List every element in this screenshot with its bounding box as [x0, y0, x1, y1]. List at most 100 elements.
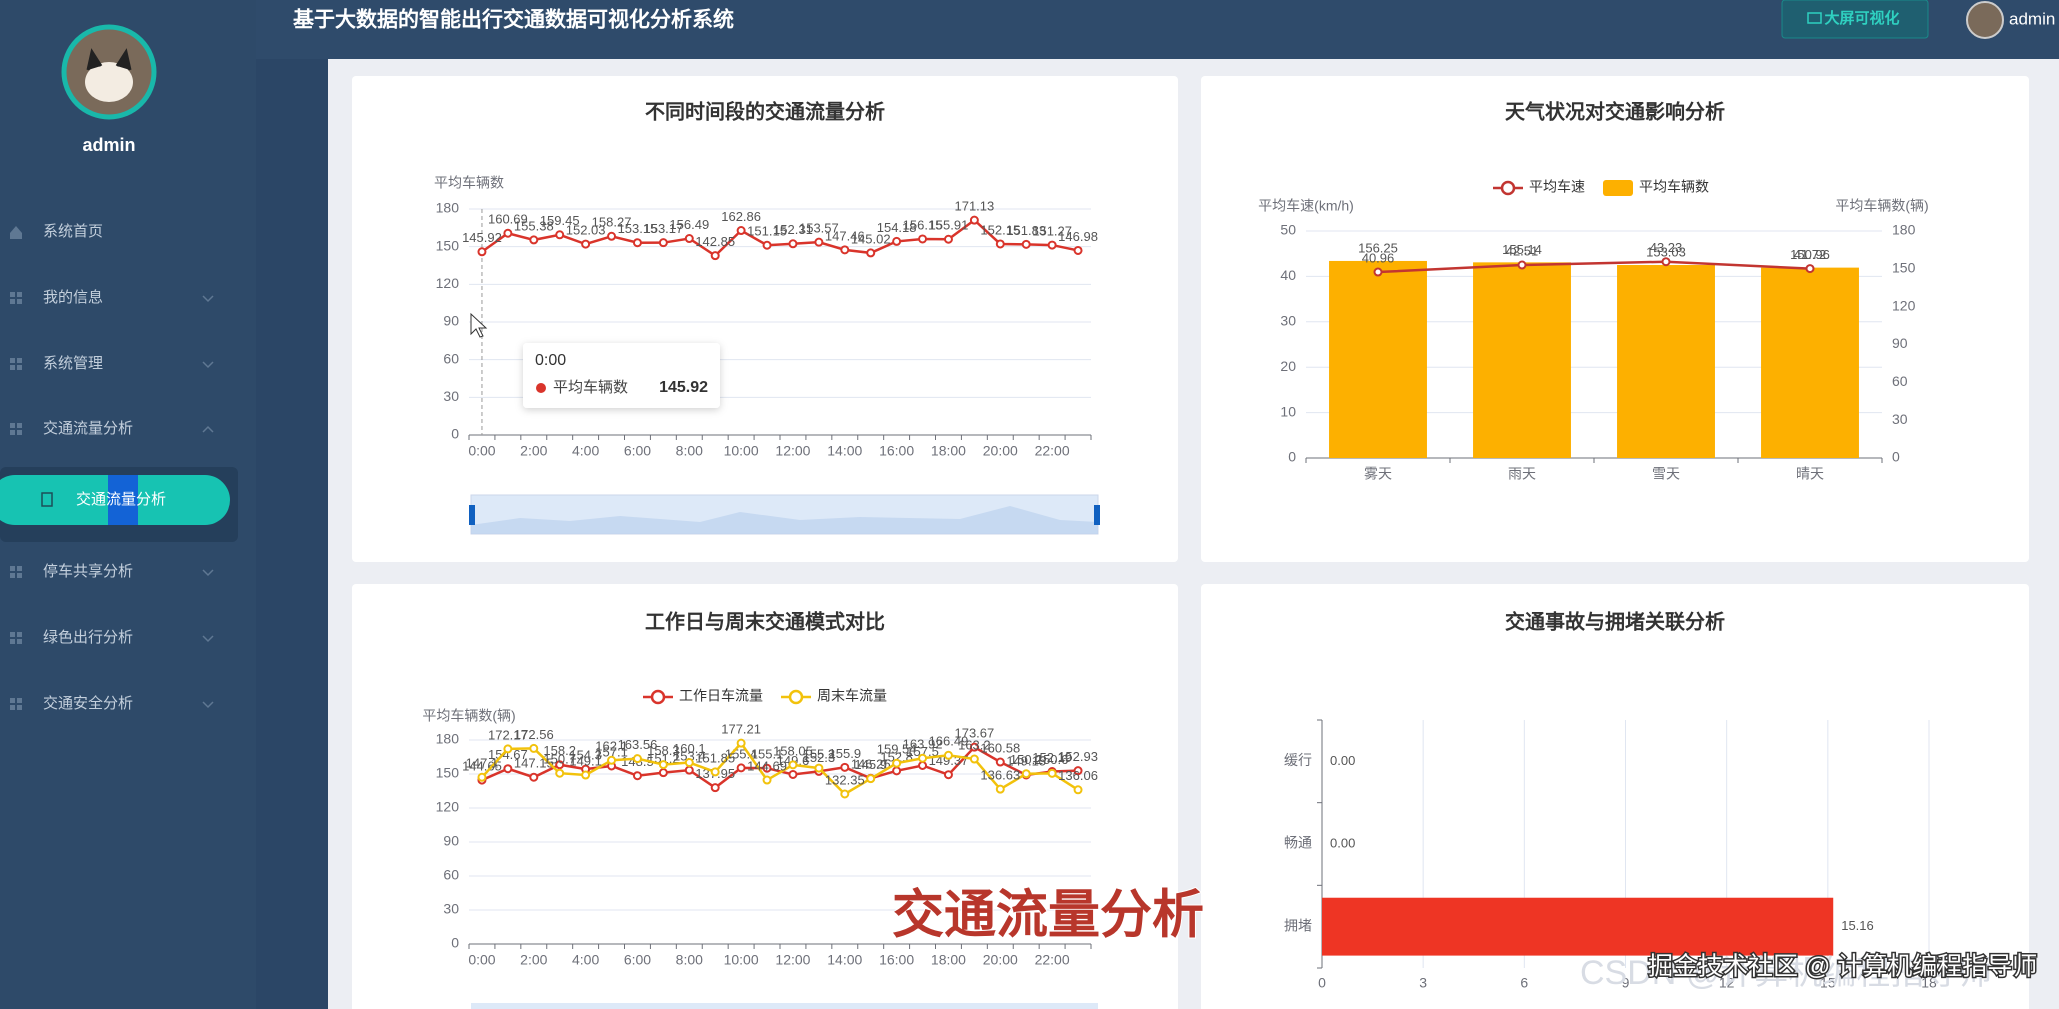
data-label: 153.17	[643, 221, 683, 236]
point	[918, 234, 928, 244]
point	[658, 238, 668, 248]
card	[1201, 76, 2029, 562]
menu-item[interactable]: 我的信息	[43, 289, 103, 306]
data-label: 144.65	[462, 759, 502, 774]
data-label: 136.06	[1058, 768, 1098, 783]
legend-label[interactable]: 工作日车流量	[679, 688, 763, 704]
y-tick-label: 20	[1280, 358, 1296, 374]
point	[788, 239, 798, 249]
data-label: 40.96	[1362, 250, 1395, 265]
data-label: 158.3	[647, 743, 680, 758]
menu-chevron	[202, 361, 214, 369]
point	[969, 215, 979, 225]
point	[736, 763, 746, 773]
point	[1373, 267, 1383, 277]
menu-icon	[17, 705, 22, 710]
watermark: CSDN @计算机编程指导师	[1580, 954, 1992, 992]
point	[995, 784, 1005, 794]
data-label: 152.15	[980, 222, 1020, 237]
point	[529, 235, 539, 245]
data-label: 0.00	[1330, 753, 1355, 768]
data-label: 159.54	[877, 742, 917, 757]
data-label: 145.9	[854, 757, 887, 772]
point	[1661, 257, 1671, 267]
screen-button-label[interactable]: 大屏可视化	[1824, 9, 1899, 27]
x-tick-label: 2:00	[520, 952, 547, 968]
zoom-slider[interactable]	[471, 1003, 1098, 1009]
menu-item[interactable]: 交通安全分析	[43, 694, 133, 712]
menu-item[interactable]: 系统管理	[43, 355, 103, 372]
data-label: 153.4	[673, 749, 706, 764]
y-tick-label: 0	[1288, 449, 1296, 465]
data-label: 155.4	[725, 746, 758, 761]
point	[736, 738, 746, 748]
legend-swatch[interactable]	[1500, 180, 1516, 196]
bar	[1617, 265, 1715, 458]
menu-item[interactable]: 交通流量分析	[43, 419, 133, 437]
point	[892, 758, 902, 768]
tooltip-box	[523, 343, 720, 408]
data-label: 160.58	[980, 740, 1020, 755]
menu-icon	[17, 292, 22, 297]
point	[969, 754, 979, 764]
legend-label[interactable]: 平均车速	[1529, 179, 1585, 195]
x-tick-label: 22:00	[1035, 443, 1070, 459]
x-tick-label: 0:00	[468, 443, 495, 459]
slider-handle[interactable]	[469, 505, 475, 525]
point	[866, 248, 876, 258]
data-label: 152.3	[803, 750, 836, 765]
header-user[interactable]: admin	[2009, 9, 2055, 28]
legend-label[interactable]: 周末车流量	[817, 688, 887, 704]
header-avatar[interactable]	[1966, 1, 2004, 39]
point	[814, 763, 824, 773]
menu-icon	[17, 573, 22, 578]
point	[943, 234, 953, 244]
menu-icon	[17, 358, 22, 363]
menu-icon	[17, 698, 22, 703]
x-tick-label: 15	[1820, 975, 1836, 991]
chart-title: 交通事故与拥堵关联分析	[1505, 609, 1725, 633]
legend-label[interactable]: 平均车辆数	[1639, 179, 1709, 195]
data-label: 147.46	[825, 228, 865, 243]
menu-item[interactable]: 系统首页	[43, 223, 103, 240]
legend-swatch[interactable]	[1603, 180, 1633, 196]
x-tick-label: 0	[1318, 975, 1326, 991]
slider-handle[interactable]	[1094, 505, 1100, 525]
legend-swatch[interactable]	[788, 689, 804, 705]
x-tick-label: 0:00	[468, 952, 495, 968]
point	[762, 775, 772, 785]
x-tick-label: 8:00	[676, 952, 703, 968]
data-label: 155.38	[514, 218, 554, 233]
screen-button[interactable]	[1781, 0, 1929, 39]
menu-chevron	[202, 425, 214, 433]
data-label: 160.1	[673, 741, 706, 756]
x-tick-label: 8:00	[676, 443, 703, 459]
menu-icon	[10, 566, 15, 571]
point	[1073, 766, 1083, 776]
data-label: 162.86	[721, 209, 761, 224]
data-label: 150.7	[543, 752, 576, 767]
legend-swatch[interactable]	[650, 689, 666, 705]
watermark: 掘金技术社区 @ 计算机编程指导师	[1648, 953, 2037, 981]
x-tick-label: 10:00	[724, 952, 759, 968]
point	[529, 743, 539, 753]
x-tick-label: 6:00	[624, 952, 651, 968]
point	[555, 760, 565, 770]
point	[632, 238, 642, 248]
point	[1047, 240, 1057, 250]
point	[710, 767, 720, 777]
submenu-label[interactable]: 交通流量分析	[76, 490, 166, 508]
menu-icon	[17, 639, 22, 644]
menu-icon	[10, 299, 15, 304]
data-label: 172.17	[488, 727, 528, 742]
x-tick-label: 4:00	[572, 443, 599, 459]
point	[529, 772, 539, 782]
menu-item[interactable]: 绿色出行分析	[43, 629, 133, 646]
data-label: 41.72	[1794, 247, 1827, 262]
point	[943, 750, 953, 760]
point	[684, 234, 694, 244]
data-label: 157.5	[906, 744, 939, 759]
card	[352, 76, 1178, 562]
y-axis-title: 平均车辆数(辆)	[422, 708, 515, 724]
menu-item[interactable]: 停车共享分析	[43, 563, 133, 580]
